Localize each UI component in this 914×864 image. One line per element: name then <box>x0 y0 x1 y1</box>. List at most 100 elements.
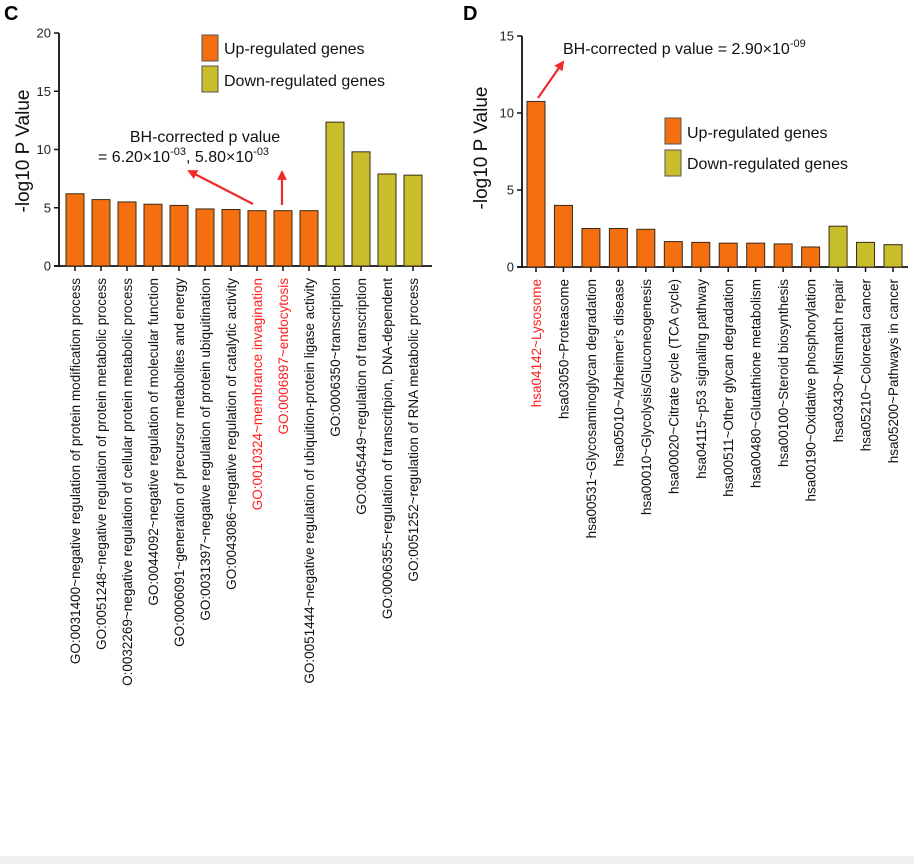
bar-up <box>608 228 628 268</box>
y-tick-label: 0 <box>44 259 51 274</box>
legend-label-down: Down-regulated genes <box>224 73 385 90</box>
panel-d-y-axis-title: -log10 P Value <box>471 87 492 210</box>
bar-up <box>526 100 546 268</box>
bar-down <box>883 244 903 268</box>
panel-d-label: D <box>463 3 477 25</box>
bar-down <box>351 151 371 267</box>
x-tick-label: hsa00531~Glycosaminoglycan degradation <box>584 279 599 538</box>
y-tick-label: 10 <box>500 106 514 121</box>
bar-up <box>195 208 215 267</box>
x-tick-label: hsa00480~Glutathione metabolism <box>749 279 764 488</box>
panel-c-x-labels: GO:0031400~negative regulation of protei… <box>68 278 421 686</box>
x-tick-label: GO:0006350~transcription <box>328 278 343 437</box>
x-tick-label-highlighted: hsa04142~Lysosome <box>529 279 544 407</box>
legend-label-down: Down-regulated genes <box>687 156 848 173</box>
bar-up <box>117 201 137 267</box>
legend-swatch-down <box>664 149 682 177</box>
x-tick-label: GO:0044092~negative regulation of molecu… <box>146 278 161 606</box>
bar-up <box>169 204 189 267</box>
x-tick-label: hsa03430~Mismatch repair <box>831 279 846 443</box>
y-tick-label: 0 <box>507 260 514 275</box>
panel-d-annotation: BH-corrected p value = 2.90×10-09 <box>537 38 806 99</box>
bar-up <box>221 208 241 267</box>
bar-up <box>636 228 656 268</box>
bar-up <box>581 228 601 268</box>
y-tick-label: 10 <box>37 142 51 157</box>
bar-up <box>801 246 821 268</box>
legend-swatch-up <box>201 34 219 62</box>
y-tick-label: 20 <box>37 26 51 41</box>
panel-d-legend: Up-regulated genes Down-regulated genes <box>664 117 848 177</box>
x-tick-label: GO:0043086~negative regulation of cataly… <box>224 278 239 590</box>
x-tick-label: GO:0006091~generation of precursor metab… <box>172 278 187 647</box>
x-tick-label: GO:0031397~negative regulation of protei… <box>198 278 213 621</box>
x-tick-label: hsa00190~Oxidative phosphorylation <box>804 279 819 502</box>
annotation-value: BH-corrected p value = 2.90×10 <box>563 41 790 58</box>
annotation-arrow <box>537 60 565 99</box>
x-tick-label: hsa04115~p53 signaling pathway <box>694 279 709 479</box>
annotation-arrow-1 <box>187 170 254 205</box>
bar-up <box>746 242 766 268</box>
footer-strip <box>0 856 914 864</box>
bar-up <box>65 193 85 267</box>
bar-up <box>663 241 683 268</box>
x-tick-label: hsa00511~Other glycan degradation <box>721 279 736 497</box>
x-tick-label: hsa05210~Colorectal cancer <box>859 279 874 452</box>
x-tick-label-highlighted: GO:0006897~endocytosis <box>276 278 291 435</box>
x-tick-label: hsa05010~Alzheimer’s disease <box>611 279 626 467</box>
panel-c-label: C <box>4 3 18 25</box>
panel-c-bars <box>65 121 423 267</box>
x-tick-label: hsa05200~Pathways in cancer <box>886 278 901 463</box>
bar-up <box>718 242 738 268</box>
x-tick-label: GO:0051444~negative regulation of ubiqui… <box>302 278 317 684</box>
x-tick-label: GO:0045449~regulation of transcription <box>354 278 369 515</box>
bar-down <box>403 174 423 267</box>
bar-down <box>856 241 876 268</box>
x-tick-label: O:0032269~negative regulation of cellula… <box>120 278 135 686</box>
panel-d-x-labels: hsa04142~Lysosome hsa03050~Proteasome hsa0… <box>529 278 901 538</box>
x-tick-label: hsa03050~Proteasome <box>556 279 571 419</box>
x-tick-label-highlighted: GO:0010324~membrance invagination <box>250 278 265 510</box>
bar-up <box>273 210 293 267</box>
panel-c-annotation: BH-corrected p value = 6.20×10-03, 5.80×… <box>98 129 287 205</box>
annotation-value2: , 5.80×10 <box>186 149 253 166</box>
x-tick-label: GO:0051248~negative regulation of protei… <box>94 278 109 650</box>
panel-c-y-axis-title: -log10 P Value <box>13 90 34 213</box>
bar-up <box>91 199 111 267</box>
annotation-line2: = 6.20×10-03, 5.80×10-03 <box>98 146 269 166</box>
y-tick-label: 15 <box>500 29 514 44</box>
bar-down <box>325 121 345 267</box>
y-tick-label: 5 <box>507 183 514 198</box>
x-tick-label: GO:0031400~negative regulation of protei… <box>68 278 83 664</box>
bar-up <box>299 210 319 267</box>
annotation-exp1: -03 <box>170 146 186 158</box>
x-tick-label: GO:0006355~regulation of transcritpion, … <box>380 278 395 619</box>
legend-label-up: Up-regulated genes <box>224 41 365 58</box>
bar-up <box>773 243 793 268</box>
x-tick-label: hsa00010~Glycolysis/Gluconeogenesis <box>639 279 654 515</box>
bar-up <box>553 204 573 268</box>
y-tick-label: 15 <box>37 84 51 99</box>
legend-label-up: Up-regulated genes <box>687 125 828 142</box>
panel-c: C -log10 P Value 0 5 10 15 20 GO:0031400~neg… <box>4 3 432 686</box>
annotation-line1: BH-corrected p value <box>130 129 280 146</box>
x-tick-label: GO:0051252~regulation of RNA metabolic p… <box>406 278 421 582</box>
annotation-text: BH-corrected p value = 2.90×10-09 <box>563 38 806 58</box>
panel-d: D -log10 P Value 0 5 10 15 hsa04142~Lysosom… <box>463 3 908 538</box>
panel-d-bars <box>526 100 903 268</box>
legend-swatch-down <box>201 65 219 93</box>
bar-up <box>143 203 163 267</box>
x-tick-label: hsa00020~Citrate cycle (TCA cycle) <box>666 279 681 494</box>
annotation-exp: -09 <box>790 38 806 50</box>
bar-up <box>247 210 267 267</box>
legend-swatch-up <box>664 117 682 145</box>
bar-up <box>691 241 711 268</box>
bar-down <box>377 173 397 267</box>
annotation-value1: = 6.20×10 <box>98 149 170 166</box>
panel-c-legend: Up-regulated genes Down-regulated genes <box>201 34 385 93</box>
annotation-exp2: -03 <box>253 146 269 158</box>
x-tick-label: hsa00100~Steroid biosynthesis <box>776 279 791 467</box>
y-tick-label: 5 <box>44 200 51 215</box>
bar-down <box>828 225 848 268</box>
